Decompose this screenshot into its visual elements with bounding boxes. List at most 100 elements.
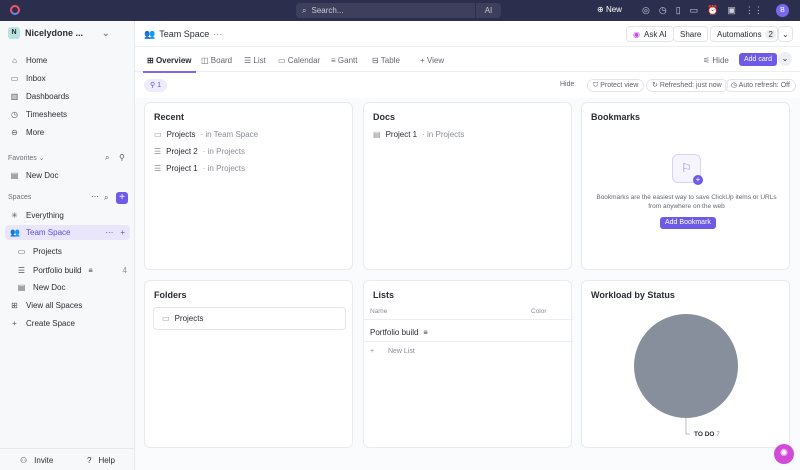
avatar[interactable]: B — [776, 4, 789, 17]
tab-table[interactable]: ⊟ Table — [372, 56, 400, 65]
doc-icon: ▤ — [373, 130, 381, 139]
doc-item[interactable]: ▤ Project 1 · in Projects — [373, 130, 465, 139]
doc-icon: ▤ — [10, 171, 19, 180]
plus-icon: + — [120, 228, 125, 237]
new-list-button[interactable]: + New List — [370, 348, 415, 355]
sidebar-item-inbox[interactable]: ▭ Inbox — [10, 74, 46, 83]
hide-button[interactable]: ⚟ Hide — [703, 56, 729, 65]
tab-gantt[interactable]: ≡ Gantt — [331, 56, 358, 65]
add-card-button[interactable]: Add card — [739, 53, 778, 66]
more-icon: ⊖ — [11, 128, 18, 137]
automations-button[interactable]: Automations 2 — [710, 26, 778, 42]
doc-icon: ☰ — [154, 164, 162, 173]
clickup-logo-icon[interactable] — [10, 5, 20, 15]
recent-item[interactable]: ▭ Projects · in Team Space — [154, 130, 259, 139]
timer-icon[interactable]: ◷ — [658, 5, 667, 15]
docs-card: Docs ▤ Project 1 · in Projects — [363, 102, 572, 270]
folder-item[interactable]: ▭ Projects — [153, 307, 346, 330]
tab-list[interactable]: ☰ List — [244, 56, 266, 65]
workload-card: Workload by Status TO DO 7 — [581, 280, 790, 448]
doc-icon: ▤ — [17, 283, 26, 292]
team-icon: 👥 — [144, 29, 156, 39]
sidebar-item-everything[interactable]: ✳ Everything — [11, 211, 64, 220]
pie-slice-to-do[interactable] — [634, 314, 738, 418]
sidebar-item-projects[interactable]: ▭ Projects — [17, 247, 62, 256]
sidebar: N Nicelydone ... ⌄ ⌂ Home ▭ Inbox ▥ Dashboard… — [0, 21, 135, 470]
add-space-button[interactable]: + — [116, 192, 128, 204]
lock-icon: 🔒︎ — [423, 327, 428, 336]
plus-icon: + — [693, 175, 703, 185]
help-icon: ? — [87, 456, 92, 465]
chevron-down-icon[interactable]: ⌄ — [778, 26, 793, 42]
protect-view-button[interactable]: ⛉ Protect view — [587, 79, 645, 92]
sidebar-item-portfolio-build[interactable]: ☰ Portfolio build 🔒︎ 4 — [17, 265, 127, 275]
pie-label: TO DO 7 — [694, 431, 720, 438]
user-plus-icon: ⚇ — [20, 456, 28, 465]
more-dots-icon: ⋯ — [105, 228, 114, 237]
hide-filter-button[interactable]: Hide — [560, 81, 575, 88]
pin-icon[interactable]: ⚲ — [119, 153, 125, 162]
inbox-icon: ▭ — [10, 74, 19, 83]
recent-item[interactable]: ☰ Project 1 · in Projects — [154, 164, 245, 173]
tab-overview[interactable]: ⊞ Overview — [143, 56, 195, 73]
plus-icon: + — [12, 319, 17, 328]
folders-card: Folders ▭ Projects — [144, 280, 353, 448]
sidebar-item-team-space[interactable]: 👥 Team Space ⋯ + — [5, 225, 130, 240]
sidebar-item-create-space[interactable]: + Create Space — [10, 319, 130, 328]
list-item[interactable]: Portfolio build 🔒︎ — [370, 327, 428, 337]
list-icon: ☰ — [17, 265, 26, 275]
sidebar-item-new-doc[interactable]: ▤ New Doc — [17, 283, 66, 292]
video-icon[interactable]: ▭ — [689, 5, 699, 15]
search-icon: ⌕ — [302, 5, 307, 15]
more-dots-icon[interactable]: ⋯ — [91, 192, 99, 201]
top-bar: ⌕ Search... AI ⊕ New ◎ ◷ ▯ ▭ ⏰ ▣ ⋮⋮ B — [0, 0, 800, 21]
tab-calendar[interactable]: ▭ Calendar — [278, 56, 321, 65]
sidebar-item-more[interactable]: ⊖ More — [11, 128, 45, 137]
chevron-down-icon[interactable]: ⌄ — [778, 52, 792, 66]
folder-icon: ▭ — [154, 130, 162, 139]
sidebar-item-dashboards[interactable]: ▥ Dashboards — [10, 92, 70, 101]
search-icon[interactable]: ⌕ — [104, 193, 109, 202]
notepad-icon[interactable]: ▣ — [727, 5, 736, 15]
bookmark-icon: ⚐ — [672, 154, 701, 183]
sidebar-item-home[interactable]: ⌂ Home — [10, 56, 130, 65]
page-title: Team Space — [159, 29, 210, 39]
folder-icon: ▭ — [17, 247, 26, 256]
check-icon[interactable]: ◎ — [642, 5, 650, 15]
page-header: 👥 Team Space ⋯ ◉ Ask AI Share Automations 2 … — [135, 21, 800, 47]
breadcrumb[interactable]: 👥 Team Space ⋯ — [144, 29, 222, 40]
search-input[interactable]: ⌕ Search... AI — [296, 3, 501, 18]
alarm-icon[interactable]: ⏰ — [707, 5, 719, 15]
clipboard-icon[interactable]: ▯ — [675, 5, 681, 15]
favorite-new-doc[interactable]: ▤ New Doc — [10, 171, 59, 180]
recent-item[interactable]: ☰ Project 2 · in Projects — [154, 147, 245, 156]
lists-card: Lists Name Color Portfolio build 🔒︎ + New… — [363, 280, 573, 448]
ai-button[interactable]: AI — [475, 3, 501, 18]
search-icon[interactable]: ⌕ — [105, 153, 110, 162]
help-button[interactable]: ? Help — [87, 456, 115, 465]
filter-button[interactable]: ⚲ 1 — [144, 79, 167, 92]
share-button[interactable]: Share — [673, 26, 709, 42]
ask-ai-button[interactable]: ◉ Ask AI — [626, 26, 674, 42]
auto-refresh-button[interactable]: ◷ Auto refresh: Off — [725, 79, 796, 92]
dashboard-icon: ▥ — [10, 92, 19, 101]
workspace-switcher[interactable]: N Nicelydone ... ⌄ — [8, 27, 110, 39]
everything-icon: ✳ — [11, 211, 18, 220]
ai-assistant-button[interactable]: ✺ — [774, 444, 794, 464]
bookmarks-card: Bookmarks ⚐ + Bookmarks are the easiest … — [581, 102, 790, 270]
ai-icon: ◉ — [633, 29, 640, 39]
timesheet-icon: ◷ — [11, 110, 18, 119]
sidebar-item-view-all-spaces[interactable]: ⊞ View all Spaces — [11, 301, 83, 310]
add-bookmark-button[interactable]: Add Bookmark — [660, 217, 716, 229]
refresh-button[interactable]: ↻ Refreshed: just now — [646, 79, 728, 92]
invite-button[interactable]: ⚇ Invite — [20, 456, 54, 465]
chevron-down-icon: ⌄ — [102, 27, 110, 38]
overview-canvas: Recent ▭ Projects · in Team Space ☰ Project… — [135, 98, 800, 470]
sidebar-item-timesheets[interactable]: ◷ Timesheets — [11, 110, 68, 119]
apps-grid-icon[interactable]: ⋮⋮ — [744, 5, 763, 15]
new-button[interactable]: ⊕ New — [597, 5, 622, 14]
favorites-header[interactable]: Favorites ⌄ — [8, 155, 45, 162]
tab-board[interactable]: ◫ Board — [201, 56, 233, 65]
add-view-button[interactable]: + View — [420, 56, 445, 65]
more-dots-icon: ⋯ — [213, 29, 223, 39]
